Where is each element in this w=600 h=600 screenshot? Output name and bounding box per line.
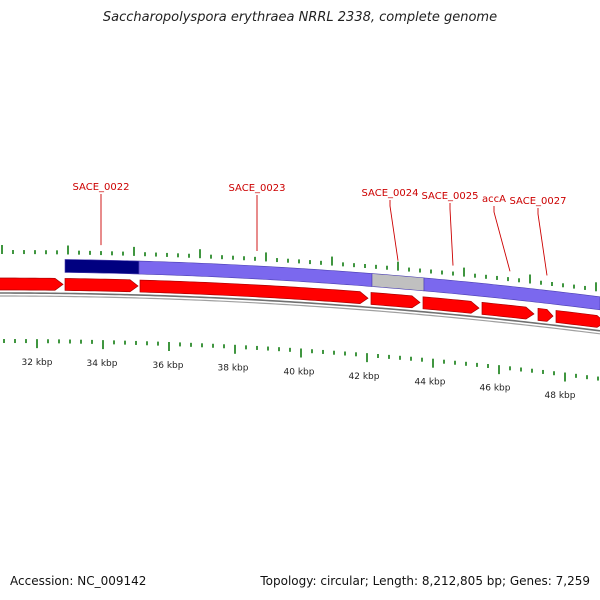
kbp-scale: 32 kbp 34 kbp 36 kbp 38 kbp 40 kbp 42 kbp 44 k…	[22, 358, 576, 401]
cds-arrow	[537, 307, 554, 322]
feature-track	[64, 259, 600, 311]
scale-label: 32 kbp	[22, 358, 53, 368]
feature-segment	[423, 277, 600, 311]
lower-tick-track	[3, 339, 599, 382]
genome-stats-text: Topology: circular; Length: 8,212,805 bp…	[260, 574, 590, 588]
gene-leader-line	[449, 203, 454, 266]
feature-segment	[371, 273, 425, 292]
gene-leader-line	[389, 200, 399, 261]
scale-label: 42 kbp	[349, 372, 380, 382]
gene-label[interactable]: SACE_0027	[510, 196, 567, 207]
gene-label[interactable]: SACE_0024	[362, 188, 419, 199]
scale-label: 36 kbp	[153, 361, 184, 371]
genome-backbone	[0, 292, 600, 335]
scale-label: 48 kbp	[545, 391, 576, 401]
scale-label: 46 kbp	[480, 384, 511, 394]
cds-arrow	[64, 278, 139, 293]
upper-tick-track	[1, 245, 597, 292]
cds-arrow	[555, 310, 600, 328]
gene-label[interactable]: accA	[482, 194, 506, 205]
cds-arrow	[370, 292, 421, 309]
scale-label: 40 kbp	[284, 367, 315, 377]
cds-arrow	[422, 296, 480, 314]
gene-leader-line	[493, 206, 511, 272]
scale-label: 38 kbp	[218, 364, 249, 374]
scale-label: 44 kbp	[415, 377, 446, 387]
cds-arrow	[481, 302, 535, 320]
cds-arrow	[0, 277, 64, 291]
accession-text: Accession: NC_009142	[10, 574, 147, 588]
gene-label[interactable]: SACE_0025	[422, 191, 479, 202]
gene-label[interactable]: SACE_0022	[73, 182, 130, 193]
backbone-outer	[0, 292, 600, 332]
cds-arrow	[139, 279, 369, 304]
cds-arrow-track	[0, 277, 600, 328]
gene-labels: SACE_0022 SACE_0023 SACE_0024 SACE_0025 accA…	[73, 182, 567, 276]
gene-leader-line	[537, 208, 548, 276]
genome-title: Saccharopolyspora erythraea NRRL 2338, c…	[102, 10, 498, 25]
gene-label[interactable]: SACE_0023	[229, 183, 286, 194]
selected-feature	[64, 259, 140, 275]
scale-label: 34 kbp	[87, 359, 118, 369]
backbone-inner	[0, 295, 600, 335]
